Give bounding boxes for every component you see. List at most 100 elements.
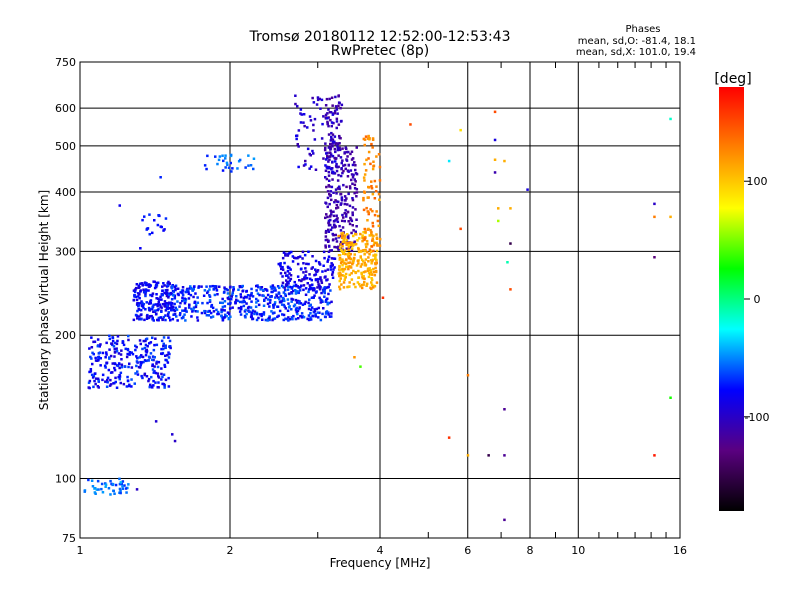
data-point <box>294 283 298 287</box>
data-point <box>295 310 298 314</box>
data-point <box>125 491 128 494</box>
data-point <box>87 381 91 384</box>
data-point <box>329 223 332 227</box>
data-point <box>173 302 176 306</box>
data-point <box>165 291 168 294</box>
data-point <box>145 317 149 320</box>
data-point <box>299 286 302 289</box>
data-point <box>277 262 280 266</box>
data-point <box>256 299 260 302</box>
data-point <box>104 482 107 485</box>
data-point <box>145 375 149 378</box>
data-point <box>247 164 250 167</box>
data-point <box>221 297 224 301</box>
data-point <box>337 173 340 177</box>
colorbar-tick-label: 0 <box>754 293 761 306</box>
data-point <box>140 318 143 321</box>
data-point <box>342 252 345 255</box>
data-point <box>369 229 372 232</box>
data-point <box>143 291 146 294</box>
data-point <box>208 309 211 313</box>
data-point <box>229 161 232 165</box>
data-point <box>337 234 340 238</box>
data-point <box>153 280 156 284</box>
data-point <box>151 363 154 366</box>
data-point <box>140 361 144 364</box>
data-point <box>151 316 154 319</box>
data-point <box>328 193 331 196</box>
data-point <box>349 187 352 190</box>
data-point <box>160 372 163 376</box>
data-point <box>370 142 373 146</box>
data-point <box>170 287 174 290</box>
data-point <box>98 345 101 348</box>
data-point <box>321 270 324 273</box>
data-point <box>331 271 335 274</box>
data-point <box>286 288 290 291</box>
data-point <box>83 490 86 493</box>
data-point <box>374 190 378 193</box>
data-point <box>238 300 242 304</box>
data-point <box>152 303 155 307</box>
data-point <box>369 270 372 273</box>
data-point <box>300 312 304 315</box>
data-point <box>164 354 167 357</box>
data-point <box>205 314 209 317</box>
data-point <box>152 319 155 322</box>
data-point <box>277 314 280 318</box>
data-point <box>271 290 274 294</box>
data-point <box>118 377 121 381</box>
data-point <box>653 202 656 206</box>
data-point <box>247 154 250 157</box>
data-point <box>381 296 385 299</box>
data-point <box>326 112 329 115</box>
data-point <box>354 271 358 275</box>
data-point <box>223 286 226 289</box>
data-point <box>153 219 156 222</box>
data-point <box>375 281 379 284</box>
data-point <box>334 160 337 163</box>
data-point <box>116 339 119 343</box>
data-point <box>332 268 335 271</box>
data-point <box>334 199 337 202</box>
data-point <box>363 227 366 231</box>
data-point <box>331 226 334 229</box>
data-point <box>367 227 370 231</box>
data-point <box>166 282 169 285</box>
data-point <box>98 351 102 354</box>
data-point <box>150 358 154 361</box>
data-point <box>350 231 353 235</box>
data-point <box>493 171 497 174</box>
data-point <box>653 215 656 219</box>
data-point <box>118 362 121 366</box>
data-point <box>359 250 363 253</box>
data-point <box>192 285 196 288</box>
data-point <box>343 262 346 265</box>
data-point <box>295 301 299 304</box>
data-point <box>287 276 290 279</box>
x-axis-label: Frequency [MHz] <box>330 556 431 570</box>
data-point <box>137 365 141 369</box>
data-point <box>304 267 307 270</box>
data-point <box>302 288 305 292</box>
data-point <box>139 362 143 365</box>
data-point <box>90 373 94 377</box>
data-point <box>308 167 311 170</box>
data-point <box>302 164 306 167</box>
data-point <box>336 165 339 169</box>
data-point <box>293 256 296 259</box>
data-point <box>302 284 306 287</box>
data-point <box>307 301 310 305</box>
data-point <box>196 319 200 322</box>
data-point <box>97 359 100 362</box>
data-point <box>372 234 375 238</box>
data-point <box>279 262 282 265</box>
data-point <box>279 264 282 268</box>
data-point <box>235 295 238 298</box>
x-tick-label: 16 <box>673 544 687 557</box>
data-point <box>365 245 368 249</box>
data-point <box>220 314 223 318</box>
data-point <box>183 297 187 300</box>
data-point <box>230 295 233 298</box>
data-point <box>341 242 344 246</box>
